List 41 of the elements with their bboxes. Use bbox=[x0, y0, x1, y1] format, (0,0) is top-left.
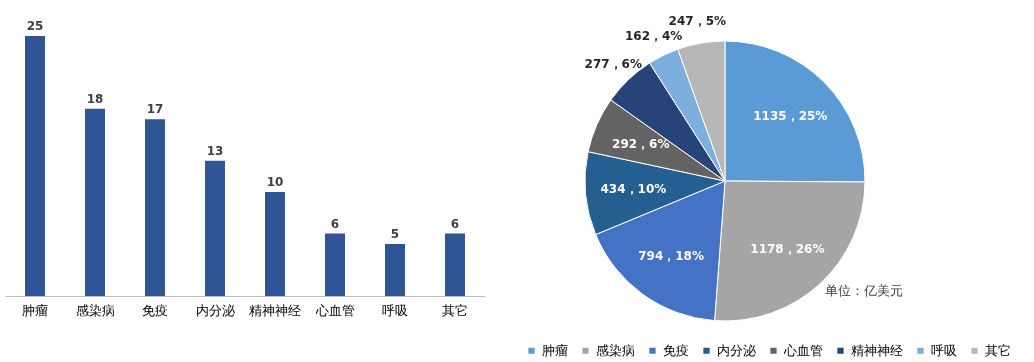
data-label: 1178，26% bbox=[750, 241, 825, 256]
data-label: 292，6% bbox=[612, 136, 670, 151]
bar bbox=[205, 160, 225, 296]
data-label: 1135，25% bbox=[753, 109, 828, 124]
data-label: 18 bbox=[86, 91, 104, 106]
bar bbox=[325, 233, 345, 296]
data-label: 277，6% bbox=[584, 56, 642, 71]
data-label: 794，18% bbox=[638, 248, 704, 263]
legend-label: 免疫 bbox=[663, 342, 689, 358]
x-tick-label: 感染病 bbox=[75, 302, 115, 318]
bar bbox=[445, 233, 465, 296]
legend-label: 呼吸 bbox=[931, 342, 957, 358]
data-label: 10 bbox=[266, 175, 284, 189]
data-label: 247，5% bbox=[668, 14, 727, 29]
data-label: 17 bbox=[146, 102, 164, 117]
x-tick-label: 肿瘤 bbox=[22, 302, 48, 318]
x-tick-label: 其它 bbox=[442, 302, 468, 318]
legend-label: 心血管 bbox=[783, 342, 823, 358]
text: 单位：亿美元 bbox=[825, 283, 903, 298]
data-label: 434，10% bbox=[600, 182, 667, 197]
x-tick-label: 免疫 bbox=[142, 302, 168, 318]
x-tick-label: 心血管 bbox=[314, 302, 355, 318]
data-label: 25 bbox=[26, 19, 44, 33]
bar bbox=[25, 36, 45, 296]
data-label: 162，4% bbox=[624, 28, 683, 43]
data-label: 6 bbox=[330, 216, 340, 231]
x-tick-label: 内分泌 bbox=[195, 302, 235, 318]
legend-label: 肿瘤 bbox=[542, 342, 568, 358]
legend-label: 其它 bbox=[985, 342, 1011, 358]
legend-label: 精神神经 bbox=[851, 342, 903, 358]
bar bbox=[385, 244, 405, 296]
data-label: 13 bbox=[206, 143, 224, 158]
legend-label: 感染病 bbox=[596, 342, 635, 358]
bar bbox=[85, 108, 105, 296]
legend-label: 内分泌 bbox=[717, 342, 756, 358]
data-label: 5 bbox=[390, 227, 400, 241]
bar bbox=[145, 119, 165, 296]
data-label: 6 bbox=[450, 216, 460, 231]
x-tick-label: 精神神经 bbox=[249, 302, 301, 318]
x-tick-label: 呼吸 bbox=[382, 302, 408, 318]
bar bbox=[265, 192, 285, 296]
